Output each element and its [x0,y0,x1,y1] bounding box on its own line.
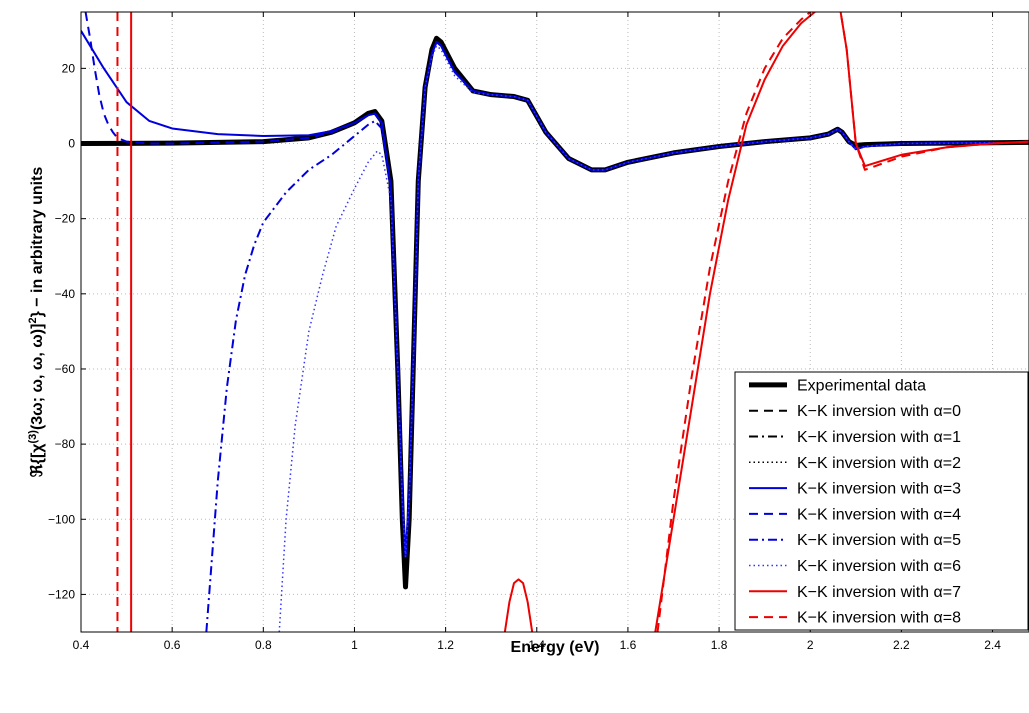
legend-entry-label: K−K inversion with α=6 [797,558,961,575]
series-8 [130,12,1029,632]
x-tick-label: 2 [807,638,814,652]
x-tick-label: 2.4 [984,638,1001,652]
y-tick-label: −120 [48,587,75,601]
legend-entry-label: K−K inversion with α=5 [797,532,961,549]
series-7 [278,45,1029,632]
legend-entry-label: K−K inversion with α=7 [797,584,961,601]
series-3 [81,37,1029,581]
y-label-part: } − in arbitrary units [29,167,46,318]
y-label-part: ℜ{[χ [29,443,46,478]
y-axis-label: ℜ{[χ(3)(3ω; ω, ω, ω)]2} − in arbitrary u… [27,167,46,478]
x-tick-label: 2.2 [893,638,910,652]
x-tick-label: 1 [351,638,358,652]
y-tick-label: −80 [55,437,76,451]
ticks: 0.4 0.6 0.8 1 1.2 1.4 1.6 1.8 2 2.2 2.4 −120 −100 −80… [48,12,1001,652]
legend-entry-label: K−K inversion with α=2 [797,455,961,472]
y-tick-label: −100 [48,512,75,526]
x-tick-label: 1.4 [528,638,545,652]
y-tick-label: −60 [55,362,76,376]
x-tick-label: 1.8 [711,638,728,652]
legend-entry-label: Experimental data [797,377,926,394]
series-line [503,578,534,632]
plot-frame [80,11,1029,633]
legend-entry-label: K−K inversion with α=3 [797,481,961,498]
y-tick-label: −40 [55,287,76,301]
y-label-sup: 2 [27,317,39,323]
legend-entry-label: K−K inversion with α=0 [797,403,961,420]
x-tick-label: 1.6 [620,638,637,652]
x-tick-label: 0.4 [73,638,90,652]
y-tick-label: 0 [68,137,75,151]
y-label-part: (3ω; ω, ω, ω)] [29,324,46,431]
y-tick-label: 20 [62,61,76,75]
x-tick-label: 0.6 [164,638,181,652]
x-axis-label: Energy (eV) [511,639,600,656]
legend: Experimental data K−K inversion with α=0 K… [734,371,1029,631]
legend-entry-label: K−K inversion with α=4 [797,506,961,523]
series-line [656,12,1029,632]
legend-entry-label: K−K inversion with α=1 [797,429,961,446]
series-layer [81,12,1029,632]
series-line [654,12,1029,632]
x-tick-label: 0.8 [255,638,272,652]
y-tick-label: −20 [55,212,76,226]
legend-box [734,371,1029,631]
y-label-sup: (3) [27,430,39,444]
legend-entry-label: K−K inversion with α=8 [797,610,961,627]
x-tick-label: 1.2 [437,638,454,652]
series-line [81,37,1029,581]
series-line [278,45,1029,632]
series-9 [116,12,1029,632]
